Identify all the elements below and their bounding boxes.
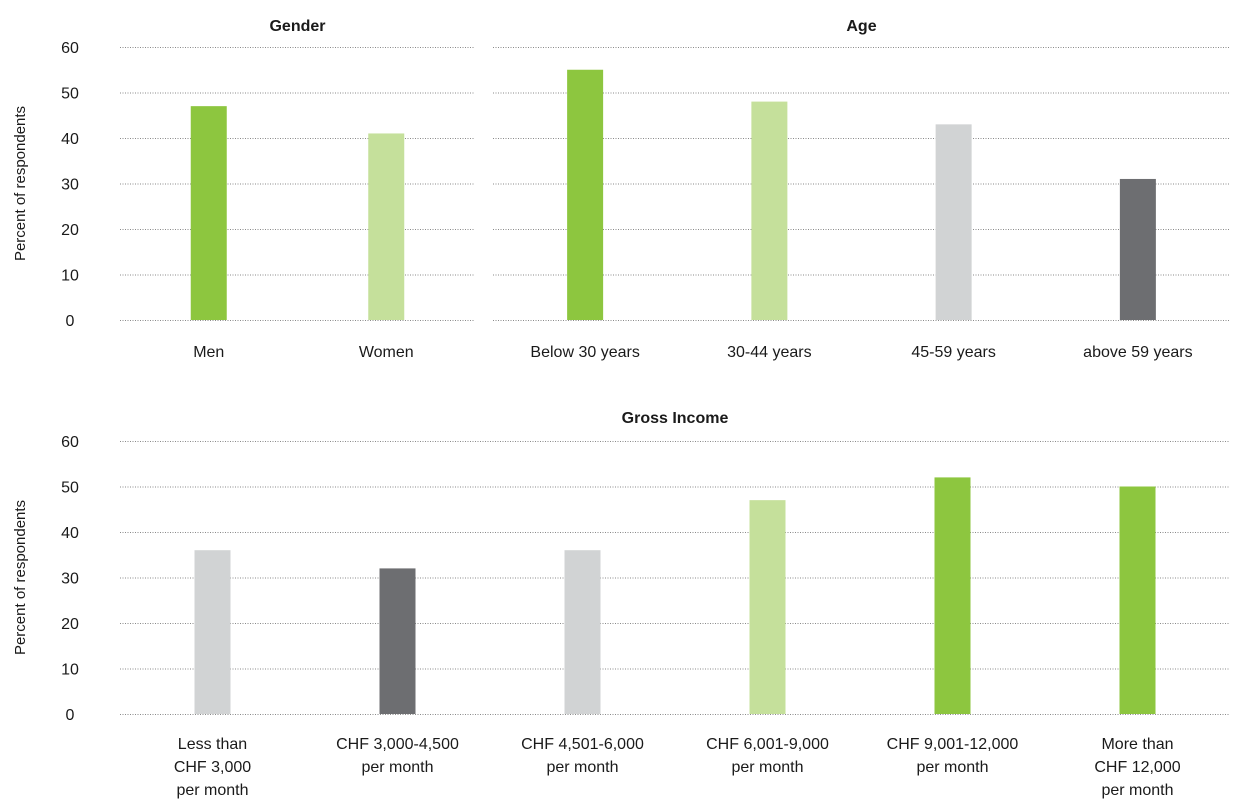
y-tick-label: 30 (61, 571, 79, 588)
category-label-line: CHF 6,001-9,000 (706, 736, 829, 753)
bar (190, 106, 227, 321)
category-label: 45-59 years (911, 344, 996, 361)
bar (934, 477, 971, 714)
category-label: More than CHF 12,000 per month (1094, 736, 1180, 799)
bar (1119, 178, 1156, 320)
category-label: Below 30 years (530, 344, 639, 361)
chart-panel-0: 0 10 20 30 40 50 60 Percent of respondents Gende… (12, 18, 475, 361)
y-tick-label: 30 (61, 177, 79, 194)
category-label-line: per month (1101, 782, 1173, 799)
category-label: CHF 6,001-9,000 per month (706, 736, 829, 776)
category-label: above 59 years (1083, 344, 1192, 361)
category-label: Less than CHF 3,000 per month (174, 736, 251, 799)
category-label-line: per month (731, 759, 803, 776)
category-label: CHF 3,000-4,500 per month (336, 736, 459, 776)
bar (1119, 486, 1156, 714)
y-tick-label: 40 (61, 525, 79, 542)
y-tick-label: 20 (61, 222, 79, 239)
category-label-line: Less than (178, 736, 247, 753)
chart-title: Gross Income (622, 410, 729, 427)
y-tick-label: 60 (61, 40, 79, 57)
bar (567, 69, 604, 320)
category-label: Women (359, 344, 414, 361)
y-tick-label: 10 (61, 662, 79, 679)
bar (194, 550, 231, 714)
bar (379, 568, 416, 714)
category-label-line: CHF 12,000 (1094, 759, 1180, 776)
category-label: CHF 4,501-6,000 per month (521, 736, 644, 776)
y-axis-label: Percent of respondents (12, 106, 29, 261)
y-tick-label: 50 (61, 86, 79, 103)
y-tick-label: 40 (61, 131, 79, 148)
bar (749, 500, 786, 714)
category-label-line: CHF 3,000-4,500 (336, 736, 459, 753)
category-label: 30-44 years (727, 344, 812, 361)
category-label-line: CHF 4,501-6,000 (521, 736, 644, 753)
category-label-line: CHF 3,000 (174, 759, 251, 776)
chart-title: Age (846, 18, 876, 35)
chart-title: Gender (269, 18, 325, 35)
chart-panel-2: 0 10 20 30 40 50 60 Percent of respondents Gross… (12, 410, 1230, 799)
category-label: CHF 9,001-12,000 per month (887, 736, 1019, 776)
y-tick-label: 10 (61, 268, 79, 285)
category-label-line: per month (176, 782, 248, 799)
bar (935, 124, 972, 320)
category-label: Men (193, 344, 224, 361)
bar (368, 133, 405, 320)
category-label-line: CHF 9,001-12,000 (887, 736, 1019, 753)
category-label-line: per month (546, 759, 618, 776)
category-label-line: More than (1101, 736, 1173, 753)
bar (564, 550, 601, 714)
category-label-line: per month (916, 759, 988, 776)
y-tick-label: 60 (61, 434, 79, 451)
category-label-line: per month (361, 759, 433, 776)
bar (751, 101, 788, 320)
y-tick-label: 20 (61, 616, 79, 633)
y-tick-label: 50 (61, 480, 79, 497)
chart-panel-1: Age Below 30 years 30-44 years 45-59 years a… (493, 18, 1230, 361)
y-tick-label: 0 (66, 313, 75, 330)
y-axis-label: Percent of respondents (12, 500, 29, 655)
y-tick-label: 0 (66, 707, 75, 724)
